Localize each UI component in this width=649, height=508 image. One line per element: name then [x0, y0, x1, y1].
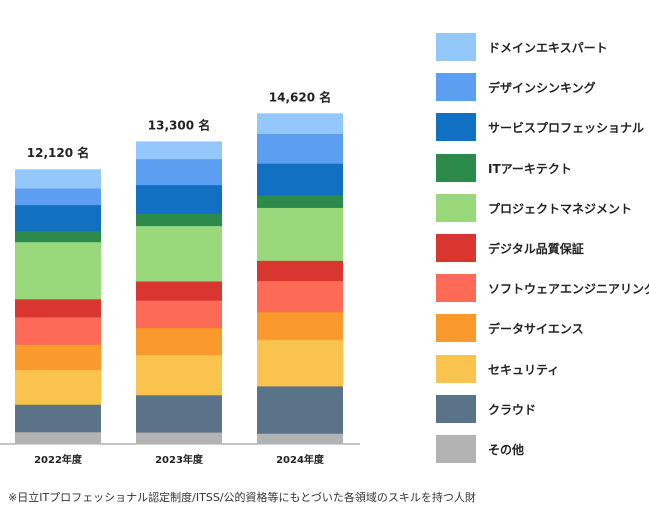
x-tick-label: 2024年度 [276, 453, 325, 466]
bar-segment [15, 230, 101, 243]
legend-label: サービスプロフェッショナル [488, 121, 645, 136]
legend-item: データサイエンス [436, 312, 649, 352]
bar-total-label: 14,620 名 [269, 89, 332, 104]
legend-item: デザインシンキング [436, 71, 649, 111]
legend-label: ソフトウェアエンジニアリング [488, 282, 649, 297]
bar-segment [136, 141, 222, 160]
bar-segment [15, 369, 101, 405]
bar-segment [15, 188, 101, 206]
bar-segment [136, 395, 222, 433]
legend-label: データサイエンス [488, 322, 584, 337]
bar-segment [257, 260, 343, 282]
legend-swatch [436, 233, 476, 262]
legend-label: デザインシンキング [488, 81, 596, 96]
legend-swatch [436, 434, 476, 463]
legend-label: その他 [488, 442, 525, 457]
bar-segment [257, 207, 343, 261]
footnote: ※日立ITプロフェッショナル認定制度/ITSS/公的資格等にもとづいた各領域のス… [8, 491, 476, 504]
bar-segment [257, 280, 343, 313]
bar-segment [136, 354, 222, 396]
legend-label: セキュリティ [488, 362, 560, 377]
bar-segment [257, 133, 343, 164]
bar-segment [257, 163, 343, 196]
legend-item: ソフトウェアエンジニアリング [436, 272, 649, 312]
legend-item: クラウド [436, 393, 649, 433]
legend-label: ドメインエキスパート [488, 41, 608, 55]
legend-swatch [436, 193, 476, 222]
legend-swatch [436, 153, 476, 182]
legend-item: セキュリティ [436, 353, 649, 393]
bar-segment [257, 339, 343, 387]
stacked-bar-chart: 12,120 名 2022年度 13,300 名 2023年度 14,620 名 2024… [0, 89, 360, 466]
legend-label: クラウド [488, 402, 537, 417]
x-tick-label: 2022年度 [34, 453, 83, 466]
legend-item: ITアーキテクト [436, 152, 649, 192]
bar-segment [136, 432, 222, 445]
x-tick-label: 2023年度 [155, 453, 204, 466]
bar-total-label: 12,120 名 [27, 145, 90, 160]
bar-segment [15, 298, 101, 318]
bar-segment [15, 404, 101, 433]
legend-label: デジタル品質保証 [488, 241, 584, 256]
legend-item: ドメインエキスパート [436, 31, 649, 71]
bar-total-label: 13,300 名 [148, 117, 211, 132]
bar-segment [15, 432, 101, 445]
bar-segment [136, 327, 222, 356]
bar-segment [257, 113, 343, 134]
legend-item: その他 [436, 433, 649, 473]
bar-segment [257, 194, 343, 208]
legend-swatch [436, 33, 476, 61]
bar-segment [257, 312, 343, 340]
legend-item: デジタル品質保証 [436, 232, 649, 272]
legend-item: サービスプロフェッショナル [436, 111, 649, 151]
bar-segment [15, 241, 101, 300]
legend-swatch [436, 394, 476, 423]
bar-segment [136, 158, 222, 186]
bar-segment [136, 281, 222, 301]
legend-swatch [436, 73, 476, 102]
bar-segment [15, 204, 101, 232]
legend: ドメインエキスパート デザインシンキングサービスプロフェッショナル ITアーキテクト… [436, 31, 649, 473]
legend-swatch [436, 354, 476, 383]
bar-segment [136, 213, 222, 227]
legend-swatch [436, 113, 476, 142]
bar-segment [136, 225, 222, 282]
bar-segment [257, 386, 343, 434]
bar-segment [15, 317, 101, 345]
bar-segment [136, 184, 222, 214]
legend-label: プロジェクトマネジメント [488, 201, 633, 216]
bar-segment [15, 344, 101, 370]
bar-segment [136, 300, 222, 329]
legend-swatch [436, 274, 476, 303]
bar-segment [15, 169, 101, 189]
legend-swatch [436, 314, 476, 343]
bar-segment [257, 433, 343, 445]
legend-item: プロジェクトマネジメント [436, 192, 649, 232]
legend-label: ITアーキテクト [488, 161, 572, 176]
